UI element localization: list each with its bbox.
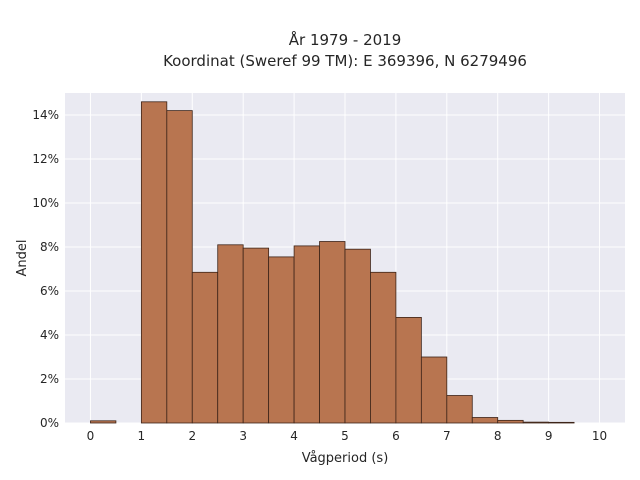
- y-tick-label: 10%: [32, 196, 59, 210]
- histogram-bar: [191, 271, 219, 424]
- histogram-bar: [293, 245, 320, 424]
- chart-title-line-1: År 1979 - 2019: [289, 30, 402, 49]
- histogram-bar: [319, 241, 346, 424]
- x-tick-label: 6: [392, 429, 400, 443]
- y-tick-label: 12%: [32, 152, 59, 166]
- histogram-bar: [497, 419, 524, 424]
- histogram-bar: [446, 395, 473, 424]
- x-tick-label: 4: [290, 429, 298, 443]
- x-axis-label: Vågperiod (s): [302, 451, 389, 466]
- y-tick-label: 0%: [40, 416, 59, 430]
- x-tick-label: 9: [545, 429, 553, 443]
- x-tick-label: 5: [341, 429, 349, 443]
- y-tick-label: 14%: [32, 108, 59, 122]
- x-tick-label: 8: [494, 429, 502, 443]
- y-tick-label: 8%: [40, 240, 59, 254]
- x-tick-label: 0: [87, 429, 95, 443]
- histogram-bar: [548, 421, 575, 424]
- histogram-bar: [90, 420, 117, 424]
- bars-group: [90, 101, 575, 424]
- y-tick-label: 2%: [40, 372, 59, 386]
- x-tick-labels: 0 1 2 3 4 5 6 7 8 9 10: [87, 429, 608, 443]
- y-axis-label: Andel: [15, 240, 30, 277]
- histogram-bar: [370, 271, 397, 424]
- histogram-bar: [242, 247, 270, 424]
- y-tick-labels: 0% 2% 4% 6% 8% 10% 12% 14%: [32, 108, 59, 430]
- y-tick-label: 4%: [40, 328, 59, 342]
- histogram-bar: [344, 248, 371, 424]
- histogram-bar: [268, 256, 295, 424]
- histogram-bar: [395, 316, 422, 424]
- histogram-bar: [140, 101, 168, 424]
- x-tick-label: 3: [239, 429, 247, 443]
- x-tick-label: 2: [188, 429, 196, 443]
- x-tick-label: 7: [443, 429, 451, 443]
- histogram-bar: [471, 417, 499, 424]
- histogram-bar: [420, 356, 448, 424]
- y-tick-label: 6%: [40, 284, 59, 298]
- histogram-bar: [522, 421, 550, 424]
- histogram-bar: [217, 244, 244, 424]
- histogram-bar: [166, 110, 193, 424]
- chart-title-line-2: Koordinat (Sweref 99 TM): E 369396, N 62…: [163, 52, 527, 70]
- x-tick-label: 10: [592, 429, 607, 443]
- x-tick-label: 1: [138, 429, 146, 443]
